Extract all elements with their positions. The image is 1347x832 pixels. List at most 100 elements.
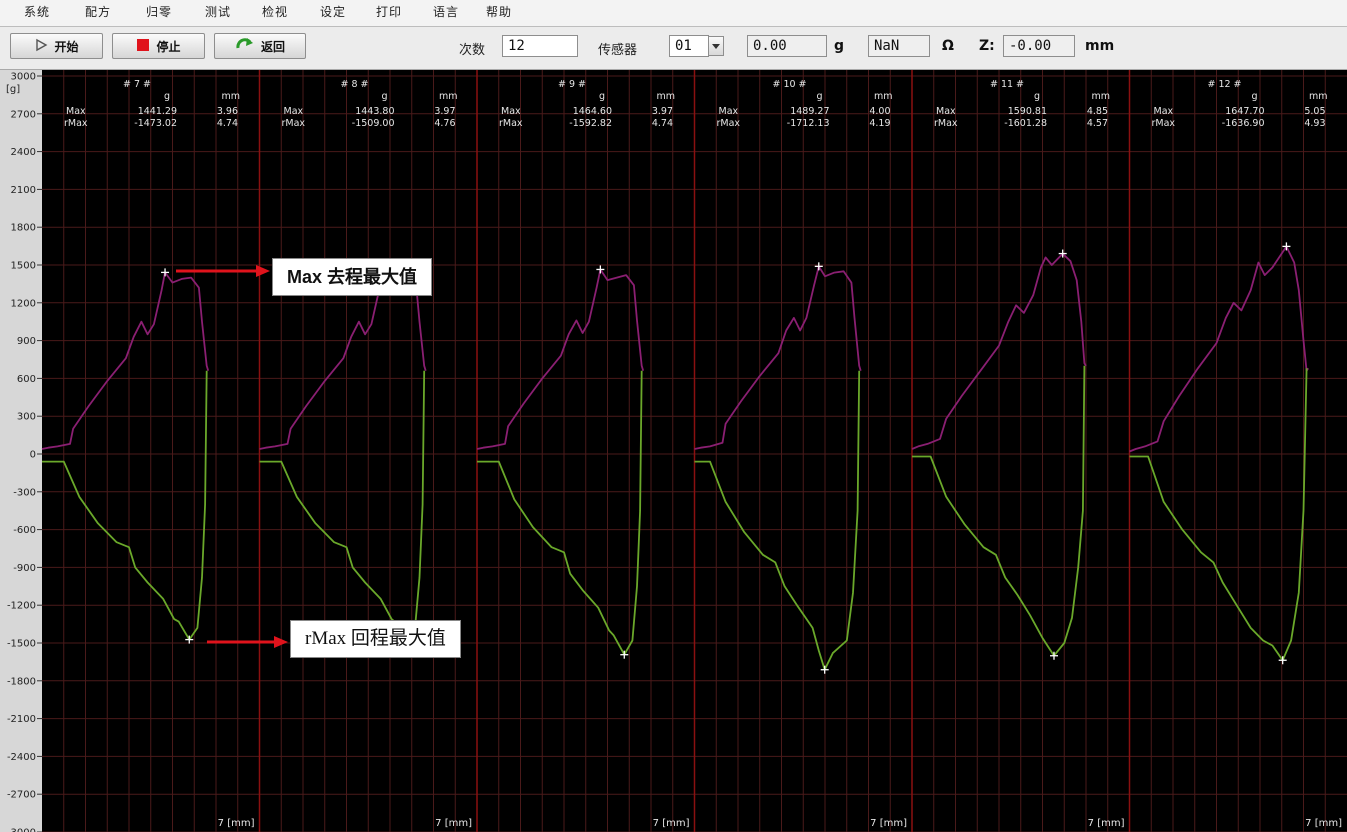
y-tick-label: 0 <box>30 450 36 461</box>
header-unit-mm: mm <box>221 91 240 102</box>
max-point-marker <box>1282 242 1291 251</box>
menu-item-language[interactable]: 语言 <box>433 5 460 19</box>
row-label-rmax: rMax <box>499 118 523 129</box>
chevron-down-icon[interactable] <box>708 36 724 56</box>
row-label-max: Max <box>501 106 521 117</box>
row-label-rmax: rMax <box>717 118 741 129</box>
y-tick-label: -2400 <box>7 752 36 763</box>
y-tick-label: -600 <box>13 525 36 536</box>
max-point-marker <box>161 268 170 277</box>
max-point-marker <box>596 265 605 274</box>
y-tick-label: -2100 <box>7 714 36 725</box>
max-g-value: 1464.60 <box>573 106 612 117</box>
row-label-max: Max <box>284 106 304 117</box>
max-g-value: 1489.27 <box>790 106 829 117</box>
y-tick-label: -1500 <box>7 639 36 650</box>
y-tick-label: 300 <box>17 412 36 423</box>
menu-item-zero[interactable]: 归零 <box>146 5 173 19</box>
y-tick-label: 600 <box>17 374 36 385</box>
max-mm-value: 4.85 <box>1087 106 1108 117</box>
x-axis-label: 7 [mm] <box>653 818 690 829</box>
forward-curve <box>694 265 862 450</box>
rmax-mm-value: 4.93 <box>1304 118 1325 129</box>
sensor-select[interactable]: 01 <box>669 35 709 57</box>
menu-item-view[interactable]: 检视 <box>262 5 289 19</box>
z-label: Z: <box>979 38 995 54</box>
y-tick-label: -300 <box>13 487 36 498</box>
z-unit: mm <box>1085 38 1115 54</box>
rmax-mm-value: 4.19 <box>869 118 890 129</box>
rmax-g-value: -1601.28 <box>1004 118 1047 129</box>
header-unit-g: g <box>1251 91 1257 102</box>
max-g-value: 1590.81 <box>1008 106 1047 117</box>
menu-item-print[interactable]: 打印 <box>376 5 403 19</box>
panel-title: # 7 # <box>123 79 151 90</box>
rmax-point-marker <box>185 635 194 644</box>
max-mm-value: 5.05 <box>1304 106 1325 117</box>
start-button[interactable]: 开始 <box>10 33 103 59</box>
header-unit-g: g <box>1034 91 1040 102</box>
row-label-rmax: rMax <box>934 118 958 129</box>
header-unit-g: g <box>816 91 822 102</box>
y-tick-label: -1800 <box>7 676 36 687</box>
panel-title: # 8 # <box>340 79 368 90</box>
max-g-value: 1443.80 <box>355 106 394 117</box>
row-label-max: Max <box>1154 106 1174 117</box>
menu-item-recipe[interactable]: 配方 <box>85 5 112 19</box>
menu-item-system[interactable]: 系统 <box>24 5 51 19</box>
header-unit-mm: mm <box>874 91 893 102</box>
stop-button[interactable]: 停止 <box>112 33 205 59</box>
menu-bar: 系统 配方 归零 测试 检视 设定 打印 语言 帮助 <box>0 0 1347 27</box>
max-mm-value: 4.00 <box>869 106 890 117</box>
stop-icon <box>136 38 150 55</box>
y-tick-label: 2100 <box>11 185 36 196</box>
panel-title: # 12 # <box>1207 79 1241 90</box>
panel-title: # 11 # <box>990 79 1024 90</box>
toolbar: 开始 停止 返回 次数 12 传感器 01 0.00 g NaN Ω Z: -0… <box>0 27 1347 70</box>
y-tick-label: -3000 <box>7 828 36 832</box>
panel-title: # 9 # <box>558 79 586 90</box>
row-label-rmax: rMax <box>282 118 306 129</box>
count-label: 次数 <box>459 43 486 58</box>
panel-title: # 10 # <box>772 79 806 90</box>
header-unit-mm: mm <box>1309 91 1328 102</box>
rmax-annotation-callout: rMax 回程最大值 <box>290 620 461 658</box>
max-mm-value: 3.97 <box>434 106 455 117</box>
x-axis-label: 7 [mm] <box>870 818 907 829</box>
forward-curve <box>41 271 210 450</box>
x-axis-label: 7 [mm] <box>1088 818 1125 829</box>
rmax-g-value: -1712.13 <box>787 118 830 129</box>
max-mm-value: 3.96 <box>217 106 238 117</box>
header-unit-mm: mm <box>1091 91 1110 102</box>
rmax-point-marker <box>1049 651 1058 660</box>
force-unit: g <box>834 38 845 54</box>
menu-item-help[interactable]: 帮助 <box>486 5 513 19</box>
y-tick-label: -900 <box>13 563 36 574</box>
panel-3: # 9 # g mm Max 1464.60 3.97 rMax -1592.82 4.74 7 … <box>476 79 690 829</box>
return-curve <box>912 365 1086 657</box>
forward-curve <box>911 252 1087 450</box>
rmax-point-marker <box>820 665 829 674</box>
menu-item-test[interactable]: 测试 <box>205 5 232 19</box>
menu-item-settings[interactable]: 设定 <box>320 5 347 19</box>
panel-6: # 12 # g mm Max 1647.70 5.05 rMax -1636.90 4.93 7… <box>1129 79 1342 829</box>
count-input[interactable]: 12 <box>502 35 578 57</box>
max-annotation-callout: Max 去程最大值 <box>272 258 433 296</box>
x-axis-label: 7 [mm] <box>435 818 472 829</box>
z-readout: -0.00 <box>1003 35 1075 57</box>
x-axis-label: 7 [mm] <box>1305 818 1342 829</box>
row-label-rmax: rMax <box>64 118 88 129</box>
rmax-g-value: -1473.02 <box>134 118 177 129</box>
panel-4: # 10 # g mm Max 1489.27 4.00 rMax -1712.13 4.19 7… <box>694 79 907 829</box>
sensor-label: 传感器 <box>598 43 638 58</box>
rmax-g-value: -1509.00 <box>352 118 395 129</box>
header-unit-g: g <box>599 91 605 102</box>
row-label-max: Max <box>66 106 86 117</box>
y-tick-label: 2700 <box>11 109 36 120</box>
forward-curve <box>1129 245 1309 453</box>
return-button[interactable]: 返回 <box>214 33 306 59</box>
return-button-label: 返回 <box>260 39 285 54</box>
y-tick-label: 2400 <box>11 147 36 158</box>
return-curve <box>694 370 861 671</box>
max-point-marker <box>814 262 823 271</box>
